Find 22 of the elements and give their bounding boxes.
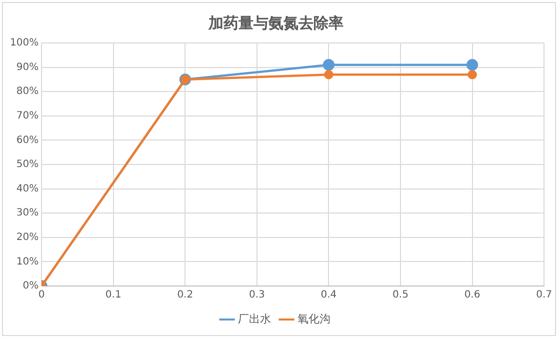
x-tick-label: 0.1 — [105, 290, 122, 301]
legend-label: 氧化沟 — [298, 312, 330, 326]
y-tick-label: 30% — [16, 208, 39, 219]
y-tick-label: 50% — [16, 159, 39, 170]
y-tick-label: 70% — [16, 110, 39, 122]
x-tick-label: 0.6 — [464, 290, 480, 301]
y-tick-label: 100% — [10, 38, 39, 49]
y-tick-label: 80% — [16, 86, 39, 98]
y-tick-label: 90% — [16, 62, 39, 73]
x-tick-label: 0.2 — [177, 290, 194, 301]
legend-label: 厂出水 — [238, 312, 271, 326]
y-tick-label: 10% — [16, 256, 39, 268]
y-tick-label: 60% — [16, 134, 39, 146]
x-tick-label: 0.4 — [320, 290, 337, 301]
y-tick-label: 20% — [16, 232, 39, 243]
x-tick-label: 0.7 — [536, 290, 552, 301]
x-tick-label: 0.3 — [248, 290, 265, 301]
y-tick-label: 0% — [22, 280, 39, 292]
x-tick-label: 0 — [38, 290, 45, 301]
y-tick-label: 40% — [16, 183, 39, 194]
chart-title: 加药量与氨氮去除率 — [208, 14, 344, 32]
x-tick-label: 0.5 — [392, 290, 408, 301]
